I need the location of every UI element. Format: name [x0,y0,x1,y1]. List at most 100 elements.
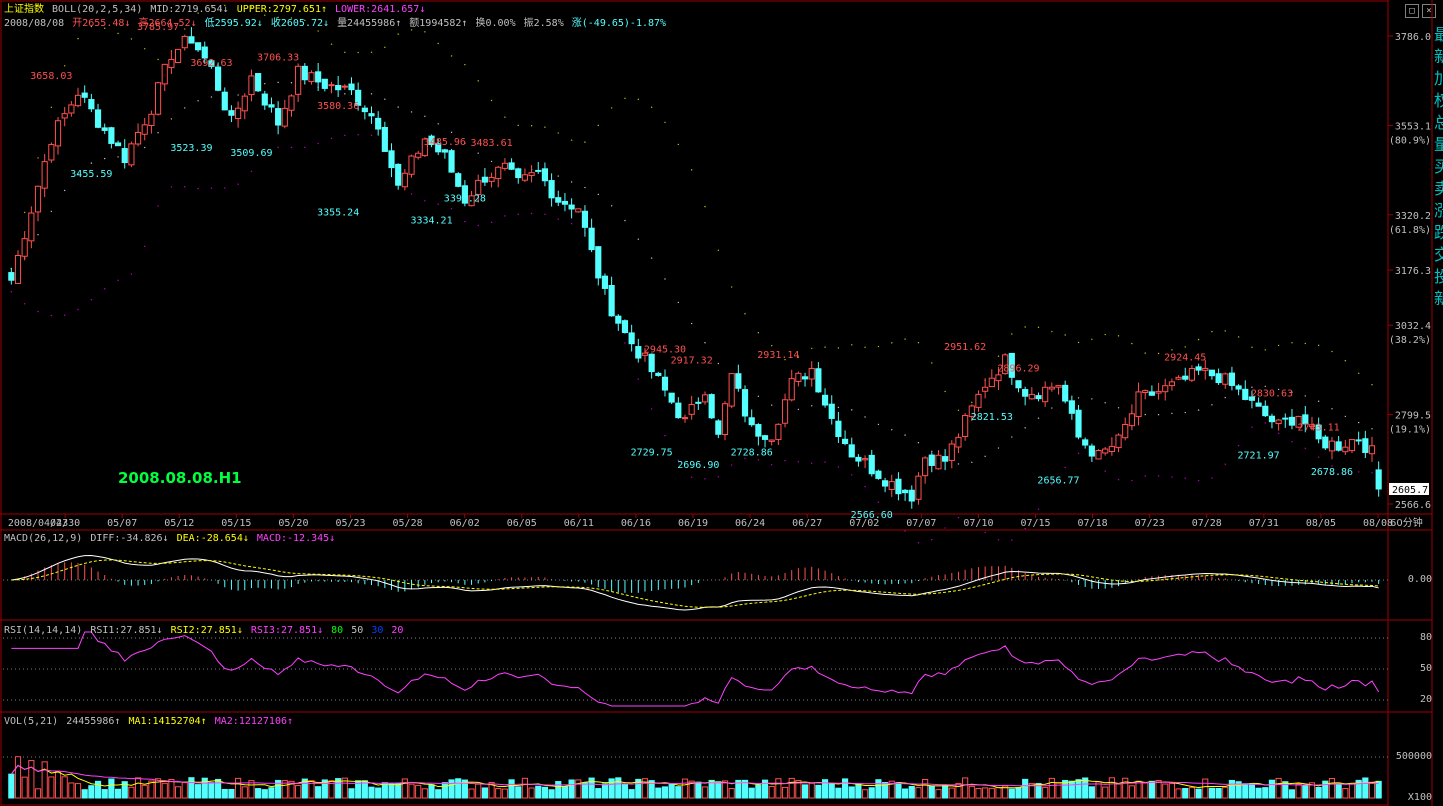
volume-bar [1122,777,1129,799]
volume-bar [228,788,235,799]
volume-bar [1088,786,1095,799]
boll-mid-dot [1344,415,1347,418]
time-axis-label: 07/02 [849,518,879,529]
boll-upper-dot [490,99,493,102]
boll-upper-dot [877,345,880,348]
candle-body [1375,469,1382,490]
boll-upper-dot [717,249,720,252]
price-annotation: 2924.45 [1164,353,1206,364]
macd-header: MACD(26,12,9) DIFF:-34.826↓ DEA:-28.654↓… [4,533,337,545]
candle-body [1022,389,1029,397]
boll-upper-dot [184,28,186,30]
volume-bar [1008,788,1015,799]
boll-upper-dot [224,4,226,7]
volume-bar [81,789,88,799]
boll-mid-dot [450,131,453,134]
candle-body [188,36,195,44]
boll-lower-dot [637,378,640,380]
price-annotation: 3483.61 [470,138,512,149]
boll-upper-dot [584,141,586,143]
candle-body [1148,391,1155,396]
volume-bar [1035,783,1042,799]
candle-body [895,478,902,495]
volume-bar [535,785,542,799]
boll-lower-dot [464,220,466,223]
candle-body [955,436,962,448]
candle-body [288,95,295,111]
volume-bar [1042,786,1049,799]
boll-lower-dot [357,134,359,136]
boll-upper-dot [23,211,26,214]
boll-lower-dot [450,208,453,210]
candle-body [428,135,435,146]
boll-lower-dot [170,186,173,188]
boll-upper-dot [1197,338,1200,341]
volume-bar [441,782,448,799]
candle-body [1088,445,1095,457]
restore-icon[interactable]: □ [1405,4,1419,18]
boll-upper-dot [1117,335,1120,337]
volume-bar [848,786,855,799]
index-name[interactable]: 上证指数 [4,4,44,15]
time-axis-label: 05/23 [335,518,365,529]
boll-upper-dot [917,342,920,344]
boll-upper-dot [1277,344,1280,347]
candle-body [81,92,88,98]
candle-body [982,386,989,392]
candle-body [555,197,562,203]
boll-mid-dot [971,461,973,464]
boll-lower-dot [130,273,133,275]
price-annotation: 2830.63 [1251,389,1293,400]
boll-mid-dot [677,301,680,304]
candle-body [1068,400,1075,414]
volume-bar [168,779,175,799]
boll-lower-dot [504,215,506,217]
candle-body [668,392,675,403]
boll-lower-dot [1117,478,1120,481]
close-icon[interactable]: × [1422,4,1436,18]
time-axis-label: 07/31 [1249,518,1279,529]
boll-lower-dot [50,314,53,317]
price-annotation: 2566.60 [851,510,893,521]
volume-bar [975,788,982,799]
time-axis-label: 06/05 [507,518,537,529]
candle-body [1315,424,1322,440]
price-annotation: 2821.53 [971,412,1013,423]
boll-upper-dot [130,38,133,40]
boll-upper-dot [250,6,253,8]
volume-bar [575,779,582,799]
boll-lower-dot [957,516,960,519]
boll-mid-dot [877,423,880,426]
candle-body [808,367,815,380]
candle-body [775,423,782,440]
rsi-axis-20: 20 [1419,694,1432,705]
candle-body [275,108,282,126]
macd-label: MACD(26,12,9) [4,533,83,544]
boll-mid-dot [717,362,720,365]
quote-change: 涨(-49.65)-1.87% [571,18,667,29]
boll-upper-dot [1131,342,1133,345]
right-info-panel[interactable]: 最新加权总量买卖涨跌交投新 [1434,25,1443,308]
boll-upper-dot [530,125,533,127]
candle-body [848,444,855,458]
boll-mid-dot [1024,427,1026,429]
boll-upper-dot [104,27,106,30]
boll-upper-dot [517,124,519,127]
boll-lower: LOWER:2641.657↓ [335,4,426,15]
volume-bar [208,782,215,799]
boll-lower-dot [1304,447,1306,450]
volume-bar [134,777,142,799]
candle-body [595,246,602,279]
boll-lower-dot [771,463,773,466]
boll-upper-dot [1251,346,1253,348]
boll-upper-dot [117,32,119,35]
candle-body [508,162,515,170]
volume-bar [688,780,695,799]
candle-body [61,113,68,119]
volume-bar [741,779,749,799]
volume-bar [735,779,742,799]
volume-bar [781,786,789,799]
candle-body [875,470,882,479]
boll-mid-dot [557,175,559,177]
